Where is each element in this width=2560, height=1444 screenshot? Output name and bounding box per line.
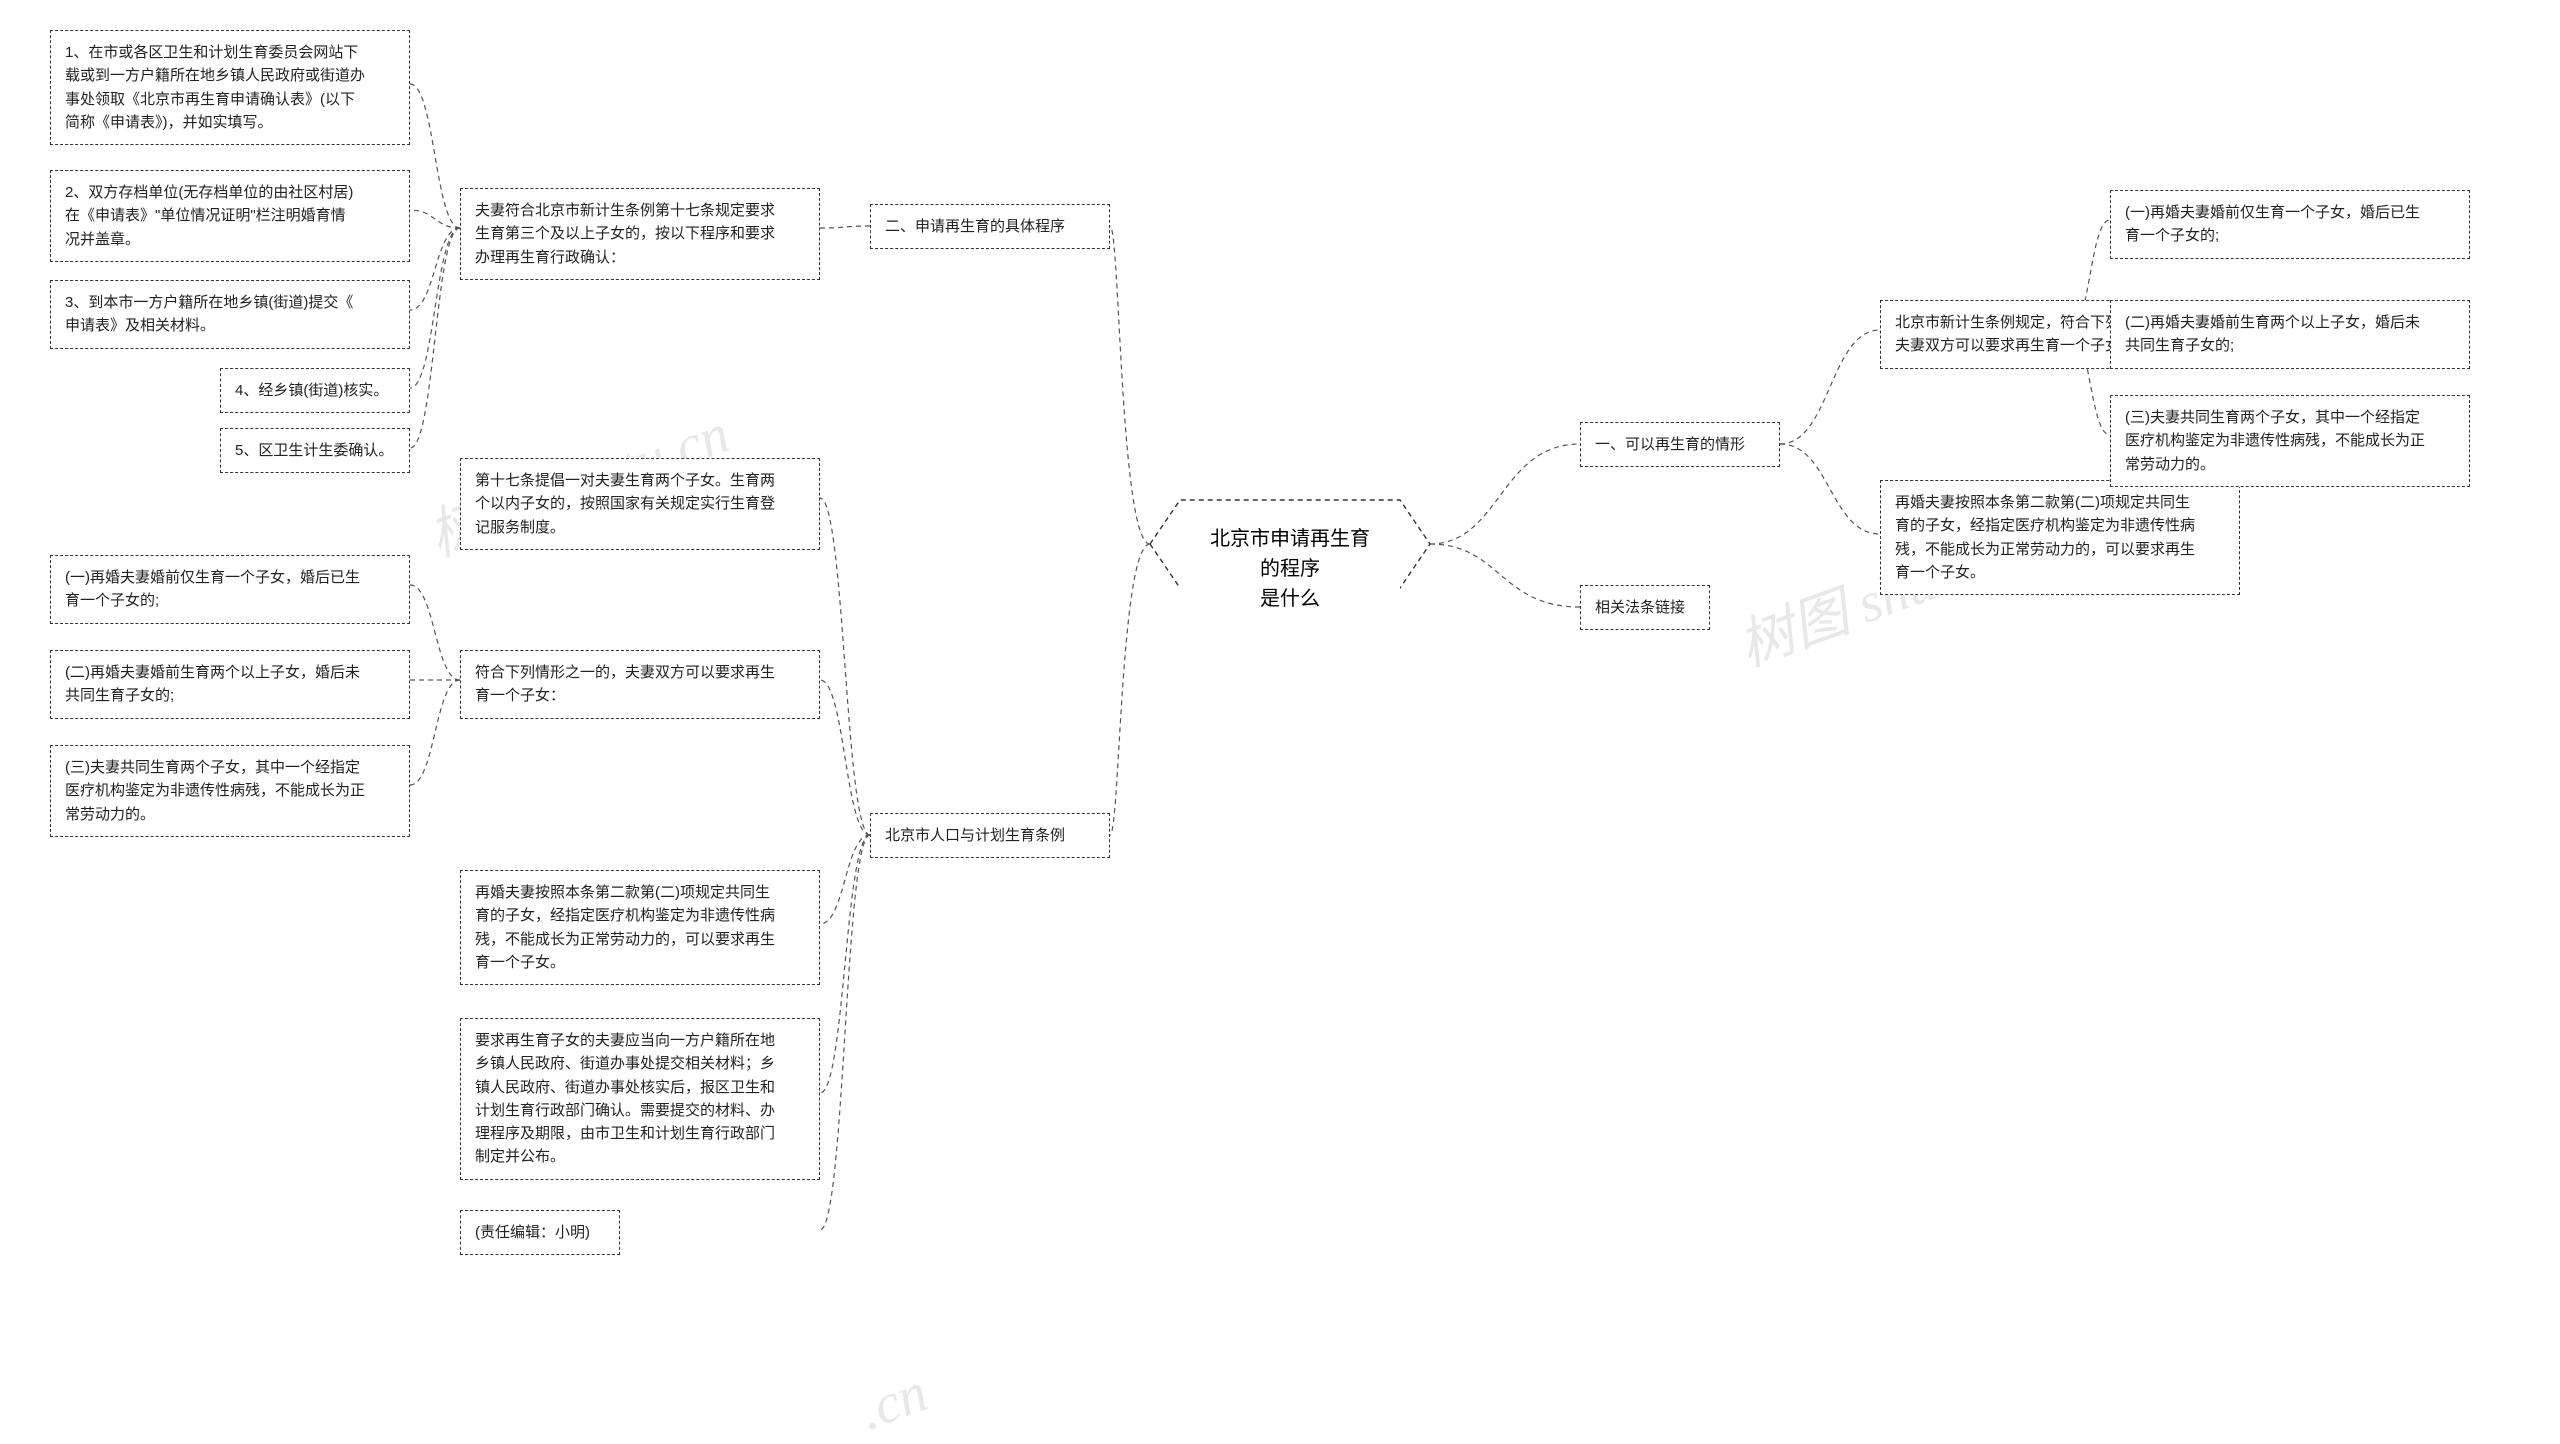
node-l2: 北京市人口与计划生育条例 [870, 813, 1110, 858]
watermark: .cn [851, 1360, 936, 1443]
text: (一)再婚夫妻婚前仅生育一个子女，婚后已生育一个子女的; [2125, 204, 2420, 244]
text: (二)再婚夫妻婚前生育两个以上子女，婚后未共同生育子女的; [2125, 314, 2420, 354]
text: 夫妻符合北京市新计生条例第十七条规定要求生育第三个及以上子女的，按以下程序和要求… [475, 202, 775, 266]
node-l1a2: 2、双方存档单位(无存档单位的由社区村居)在《申请表》"单位情况证明"栏注明婚育… [50, 170, 410, 262]
node-l2b3: (三)夫妻共同生育两个子女，其中一个经指定医疗机构鉴定为非遗传性病残，不能成长为… [50, 745, 410, 837]
node-l1a3: 3、到本市一方户籍所在地乡镇(街道)提交《申请表》及相关材料。 [50, 280, 410, 349]
node-l2b2: (二)再婚夫妻婚前生育两个以上子女，婚后未共同生育子女的; [50, 650, 410, 719]
node-l1a4: 4、经乡镇(街道)核实。 [220, 368, 410, 413]
node-l2b1: (一)再婚夫妻婚前仅生育一个子女，婚后已生育一个子女的; [50, 555, 410, 624]
node-l2c: 再婚夫妻按照本条第二款第(二)项规定共同生育的子女，经指定医疗机构鉴定为非遗传性… [460, 870, 820, 985]
text: 二、申请再生育的具体程序 [885, 218, 1065, 235]
text: 4、经乡镇(街道)核实。 [235, 382, 388, 399]
text: (责任编辑：小明) [475, 1224, 590, 1241]
node-r1a1: (一)再婚夫妻婚前仅生育一个子女，婚后已生育一个子女的; [2110, 190, 2470, 259]
node-r2: 相关法条链接 [1580, 585, 1710, 630]
node-l2e: (责任编辑：小明) [460, 1210, 620, 1255]
text: 再婚夫妻按照本条第二款第(二)项规定共同生育的子女，经指定医疗机构鉴定为非遗传性… [475, 884, 775, 971]
text: 再婚夫妻按照本条第二款第(二)项规定共同生育的子女，经指定医疗机构鉴定为非遗传性… [1895, 494, 2195, 581]
node-r1: 一、可以再生育的情形 [1580, 422, 1780, 467]
node-l2b: 符合下列情形之一的，夫妻双方可以要求再生育一个子女： [460, 650, 820, 719]
text: (一)再婚夫妻婚前仅生育一个子女，婚后已生育一个子女的; [65, 569, 360, 609]
text: 第十七条提倡一对夫妻生育两个子女。生育两个以内子女的，按照国家有关规定实行生育登… [475, 472, 775, 536]
text: 一、可以再生育的情形 [1595, 436, 1745, 453]
text: 2、双方存档单位(无存档单位的由社区村居)在《申请表》"单位情况证明"栏注明婚育… [65, 184, 353, 248]
node-l1a: 夫妻符合北京市新计生条例第十七条规定要求生育第三个及以上子女的，按以下程序和要求… [460, 188, 820, 280]
center-node: 北京市申请再生育的程序是什么 [1180, 510, 1400, 628]
text: 符合下列情形之一的，夫妻双方可以要求再生育一个子女： [475, 664, 775, 704]
text: (三)夫妻共同生育两个子女，其中一个经指定医疗机构鉴定为非遗传性病残，不能成长为… [2125, 409, 2425, 473]
node-l1: 二、申请再生育的具体程序 [870, 204, 1110, 249]
text: 3、到本市一方户籍所在地乡镇(街道)提交《申请表》及相关材料。 [65, 294, 353, 334]
node-r1b: 再婚夫妻按照本条第二款第(二)项规定共同生育的子女，经指定医疗机构鉴定为非遗传性… [1880, 480, 2240, 595]
text: 相关法条链接 [1595, 599, 1685, 616]
node-l1a5: 5、区卫生计生委确认。 [220, 428, 410, 473]
center-text: 北京市申请再生育的程序是什么 [1210, 528, 1370, 610]
node-l2a: 第十七条提倡一对夫妻生育两个子女。生育两个以内子女的，按照国家有关规定实行生育登… [460, 458, 820, 550]
text: 1、在市或各区卫生和计划生育委员会网站下载或到一方户籍所在地乡镇人民政府或街道办… [65, 44, 365, 131]
text: 北京市人口与计划生育条例 [885, 827, 1065, 844]
node-r1a2: (二)再婚夫妻婚前生育两个以上子女，婚后未共同生育子女的; [2110, 300, 2470, 369]
text: 5、区卫生计生委确认。 [235, 442, 393, 459]
node-l1a1: 1、在市或各区卫生和计划生育委员会网站下载或到一方户籍所在地乡镇人民政府或街道办… [50, 30, 410, 145]
text: 要求再生育子女的夫妻应当向一方户籍所在地乡镇人民政府、街道办事处提交相关材料；乡… [475, 1032, 775, 1165]
text: (二)再婚夫妻婚前生育两个以上子女，婚后未共同生育子女的; [65, 664, 360, 704]
node-l2d: 要求再生育子女的夫妻应当向一方户籍所在地乡镇人民政府、街道办事处提交相关材料；乡… [460, 1018, 820, 1180]
text: (三)夫妻共同生育两个子女，其中一个经指定医疗机构鉴定为非遗传性病残，不能成长为… [65, 759, 365, 823]
node-r1a3: (三)夫妻共同生育两个子女，其中一个经指定医疗机构鉴定为非遗传性病残，不能成长为… [2110, 395, 2470, 487]
